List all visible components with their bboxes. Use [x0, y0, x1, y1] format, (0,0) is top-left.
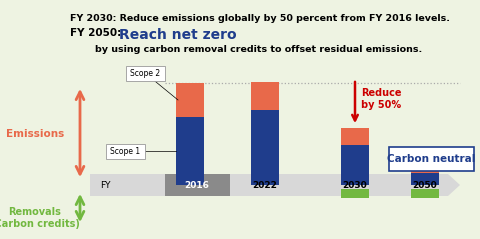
Bar	[251, 82, 279, 110]
Bar	[341, 128, 369, 145]
Text: 2016: 2016	[185, 180, 209, 190]
Bar	[251, 110, 279, 185]
Bar	[411, 189, 439, 198]
Text: 2030: 2030	[343, 180, 367, 190]
Text: FY: FY	[100, 180, 110, 190]
Bar	[341, 189, 369, 198]
Text: Reduce
by 50%: Reduce by 50%	[361, 88, 401, 110]
Text: FY 2030: Reduce emissions globally by 50 percent from FY 2016 levels.: FY 2030: Reduce emissions globally by 50…	[70, 14, 450, 23]
FancyBboxPatch shape	[126, 66, 165, 81]
Text: Scope 2: Scope 2	[130, 69, 160, 77]
Text: Reach net zero: Reach net zero	[119, 28, 237, 42]
Text: 2022: 2022	[252, 180, 277, 190]
Bar	[341, 145, 369, 185]
Bar	[176, 117, 204, 185]
Text: by using carbon removal credits to offset residual emissions.: by using carbon removal credits to offse…	[95, 45, 422, 54]
FancyBboxPatch shape	[106, 144, 145, 159]
Text: 2050: 2050	[413, 180, 437, 190]
Text: Scope 1: Scope 1	[110, 147, 140, 156]
Bar	[176, 83, 204, 117]
Text: Carbon neutral: Carbon neutral	[387, 154, 476, 164]
Polygon shape	[90, 174, 460, 196]
Text: Removals
(Carbon credits): Removals (Carbon credits)	[0, 207, 80, 229]
FancyBboxPatch shape	[389, 147, 474, 171]
Text: FY 2050:: FY 2050:	[70, 28, 125, 38]
Bar	[411, 166, 439, 173]
Polygon shape	[165, 174, 230, 196]
Bar	[411, 173, 439, 185]
Text: Emissions: Emissions	[6, 129, 64, 139]
